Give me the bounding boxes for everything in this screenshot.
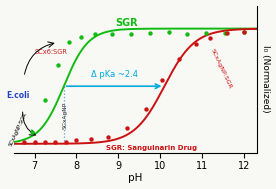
Point bbox=[124, 126, 129, 129]
Point bbox=[89, 138, 93, 141]
Point bbox=[78, 35, 83, 38]
Text: SCxAgNP:SGR: SCxAgNP:SGR bbox=[8, 111, 28, 147]
Point bbox=[53, 140, 58, 143]
Point bbox=[64, 140, 68, 143]
Point bbox=[208, 36, 213, 39]
Point bbox=[67, 41, 71, 44]
Point bbox=[129, 33, 133, 36]
Point bbox=[110, 33, 114, 36]
Point bbox=[193, 42, 198, 45]
Y-axis label: I₀ (Normalized): I₀ (Normalized) bbox=[261, 46, 270, 113]
Point bbox=[106, 135, 110, 138]
Text: SCx6:SGR: SCx6:SGR bbox=[34, 49, 68, 55]
Point bbox=[43, 140, 47, 143]
Point bbox=[30, 131, 34, 134]
Text: SCxAgNP:SGR: SCxAgNP:SGR bbox=[209, 48, 232, 90]
Point bbox=[242, 31, 246, 34]
Text: SGR: Sanguinarin Drug: SGR: Sanguinarin Drug bbox=[106, 145, 197, 151]
Point bbox=[160, 79, 164, 82]
Point bbox=[93, 33, 97, 36]
Point bbox=[147, 32, 152, 35]
Point bbox=[223, 32, 227, 35]
Point bbox=[32, 140, 37, 143]
Point bbox=[242, 31, 246, 34]
Point bbox=[22, 140, 26, 143]
Point bbox=[143, 108, 148, 111]
X-axis label: pH: pH bbox=[128, 174, 142, 184]
Text: E.coli: E.coli bbox=[6, 91, 30, 100]
Point bbox=[225, 32, 229, 35]
Point bbox=[55, 64, 60, 67]
Point bbox=[185, 33, 190, 36]
Text: Δ pKa ~2.4: Δ pKa ~2.4 bbox=[91, 70, 138, 79]
Point bbox=[43, 98, 47, 101]
Point bbox=[204, 32, 208, 35]
Point bbox=[177, 57, 181, 60]
Text: SGR: SGR bbox=[115, 18, 138, 28]
Point bbox=[166, 31, 171, 34]
Text: SCxAgNP: SCxAgNP bbox=[62, 101, 67, 129]
Point bbox=[74, 139, 79, 142]
